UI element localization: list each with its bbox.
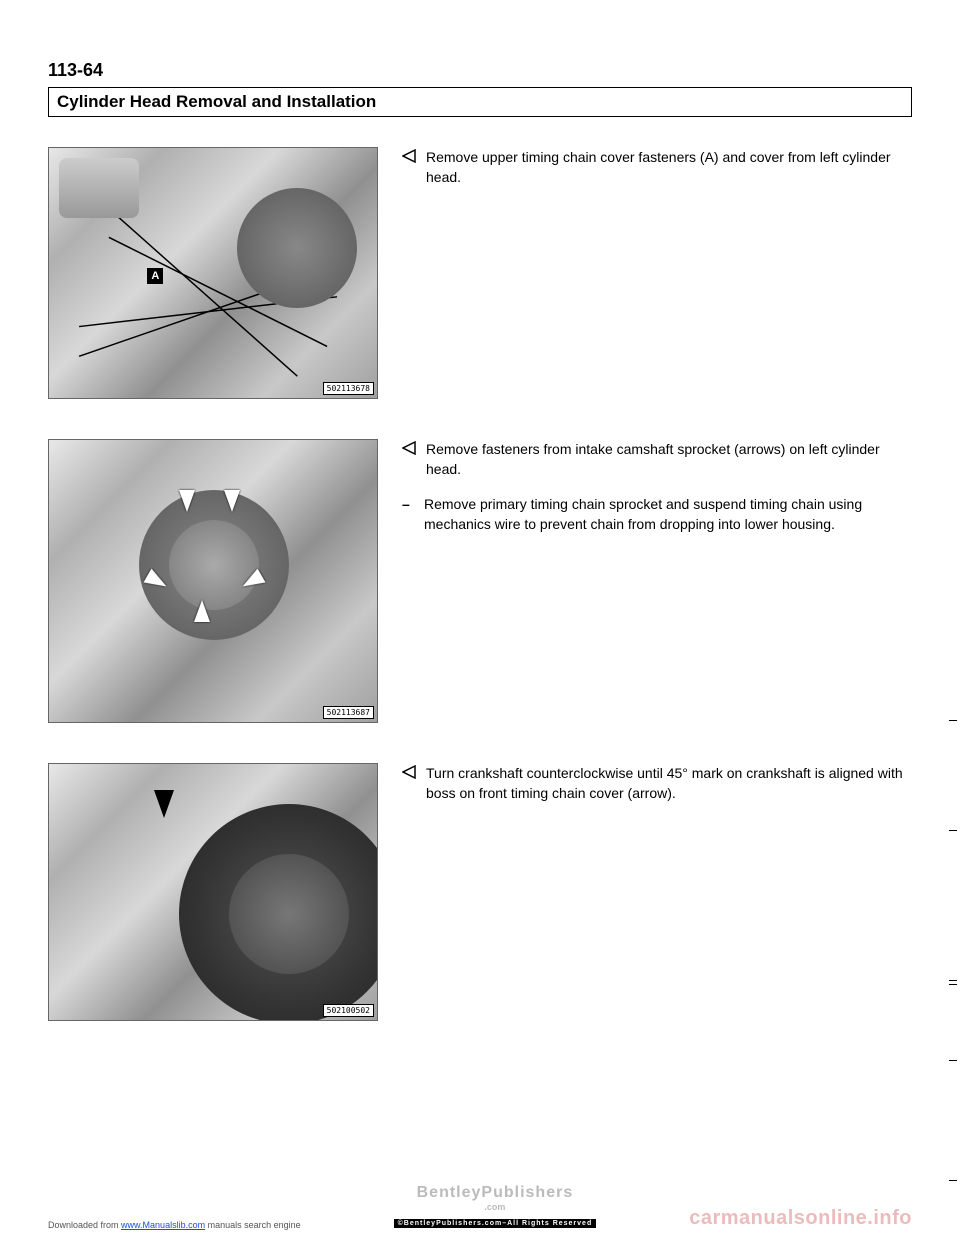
publisher-name: BentleyPublishers	[394, 1184, 597, 1202]
manualslib-link[interactable]: www.Manualslib.com	[121, 1220, 205, 1230]
instruction-section: 502113687 Remove fasteners from intake c…	[48, 439, 912, 723]
watermark: carmanualsonline.info	[689, 1207, 912, 1230]
triangle-bullet-icon	[402, 149, 416, 163]
figure-timing-cover: A 502113678	[48, 147, 378, 399]
dash-bullet-icon: –	[402, 494, 414, 514]
download-suffix: manuals search engine	[205, 1220, 301, 1230]
instruction-item: Remove fasteners from intake camshaft sp…	[402, 439, 912, 480]
triangle-bullet-icon	[402, 441, 416, 455]
instruction-item: Remove upper timing chain cover fastener…	[402, 147, 912, 188]
page-number: 113-64	[48, 60, 912, 81]
page-edge-marks	[955, 0, 957, 1242]
instruction-text: Remove fasteners from intake camshaft sp…	[426, 439, 912, 480]
marker-a-label: A	[147, 268, 163, 284]
instruction-text-column: Turn crankshaft counterclockwise until 4…	[402, 763, 912, 818]
instruction-item: Turn crankshaft counterclockwise until 4…	[402, 763, 912, 804]
triangle-bullet-icon	[402, 765, 416, 779]
figure-crankshaft: 502100502	[48, 763, 378, 1021]
instruction-text: Remove upper timing chain cover fastener…	[426, 147, 912, 188]
download-prefix: Downloaded from	[48, 1220, 121, 1230]
figure-id-label: 502113678	[323, 382, 374, 395]
instruction-section: A 502113678 Remove upper timing chain co…	[48, 147, 912, 399]
instruction-text-column: Remove fasteners from intake camshaft sp…	[402, 439, 912, 548]
figure-id-label: 502113687	[323, 706, 374, 719]
section-title: Cylinder Head Removal and Installation	[57, 92, 376, 111]
publisher-rights: ©BentleyPublishers.com–All Rights Reserv…	[394, 1219, 597, 1228]
section-title-box: Cylinder Head Removal and Installation	[48, 87, 912, 117]
figure-camshaft-sprocket: 502113687	[48, 439, 378, 723]
annotation-arrow-icon	[154, 790, 174, 818]
annotation-arrows	[49, 440, 377, 722]
publisher-domain: .com	[394, 1202, 597, 1212]
instruction-section: 502100502 Turn crankshaft counterclockwi…	[48, 763, 912, 1021]
footer-publisher: BentleyPublishers .com ©BentleyPublisher…	[394, 1184, 597, 1230]
figure-id-label: 502100502	[323, 1004, 374, 1017]
instruction-text: Turn crankshaft counterclockwise until 4…	[426, 763, 912, 804]
instruction-item: – Remove primary timing chain sprocket a…	[402, 494, 912, 535]
instruction-text: Remove primary timing chain sprocket and…	[424, 494, 912, 535]
instruction-text-column: Remove upper timing chain cover fastener…	[402, 147, 912, 202]
footer-download-source: Downloaded from www.Manualslib.com manua…	[48, 1220, 301, 1230]
page-footer: Downloaded from www.Manualslib.com manua…	[48, 1184, 912, 1230]
